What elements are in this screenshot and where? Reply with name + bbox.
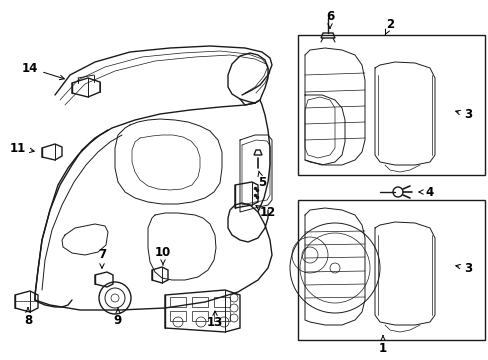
Text: 13: 13 bbox=[206, 311, 223, 328]
Text: 3: 3 bbox=[455, 108, 471, 122]
Text: 11: 11 bbox=[10, 141, 34, 154]
Text: 10: 10 bbox=[155, 247, 171, 265]
Text: 14: 14 bbox=[22, 62, 64, 80]
Text: 1: 1 bbox=[378, 336, 386, 355]
Text: 9: 9 bbox=[114, 308, 122, 327]
Text: 4: 4 bbox=[418, 185, 433, 198]
Text: 6: 6 bbox=[325, 9, 333, 28]
Text: 8: 8 bbox=[24, 308, 32, 327]
Text: 12: 12 bbox=[255, 206, 276, 220]
Text: 3: 3 bbox=[455, 261, 471, 274]
Text: 7: 7 bbox=[98, 248, 106, 268]
Text: 2: 2 bbox=[385, 18, 393, 35]
Text: 5: 5 bbox=[257, 171, 265, 189]
